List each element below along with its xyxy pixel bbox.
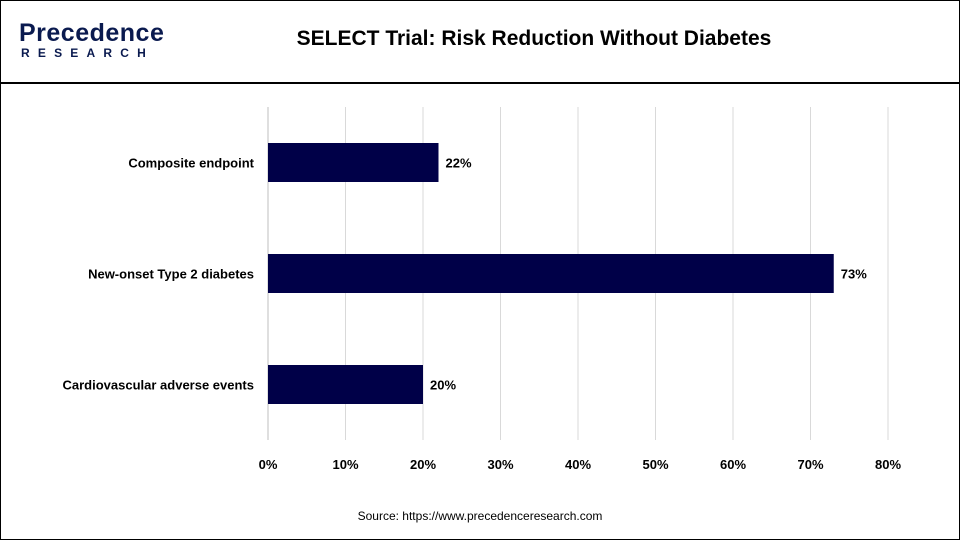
data-label: 73%	[841, 267, 867, 282]
category-label: Cardiovascular adverse events	[63, 378, 255, 393]
bar	[268, 365, 423, 404]
source-note: Source: https://www.precedenceresearch.c…	[357, 509, 603, 523]
data-label: 22%	[446, 156, 472, 171]
x-tick-label: 0%	[259, 457, 278, 472]
chart-title: SELECT Trial: Risk Reduction Without Dia…	[296, 27, 772, 50]
x-tick-label: 20%	[410, 457, 436, 472]
x-tick-label: 50%	[642, 457, 668, 472]
x-tick-label: 70%	[797, 457, 823, 472]
brand-name: Precedence	[19, 19, 165, 47]
x-tick-label: 40%	[565, 457, 591, 472]
x-tick-label: 60%	[720, 457, 746, 472]
category-label: Composite endpoint	[128, 156, 254, 171]
bar	[268, 143, 439, 182]
x-tick-label: 30%	[487, 457, 513, 472]
brand-logo: Precedence RESEARCH	[19, 19, 164, 65]
category-label: New-onset Type 2 diabetes	[88, 267, 254, 282]
bar	[268, 254, 834, 293]
x-tick-label: 10%	[332, 457, 358, 472]
header-bar: Precedence RESEARCH SELECT Trial: Risk R…	[1, 1, 959, 84]
data-label: 20%	[430, 378, 456, 393]
x-tick-label: 80%	[875, 457, 901, 472]
brand-subtitle: RESEARCH	[21, 46, 154, 60]
